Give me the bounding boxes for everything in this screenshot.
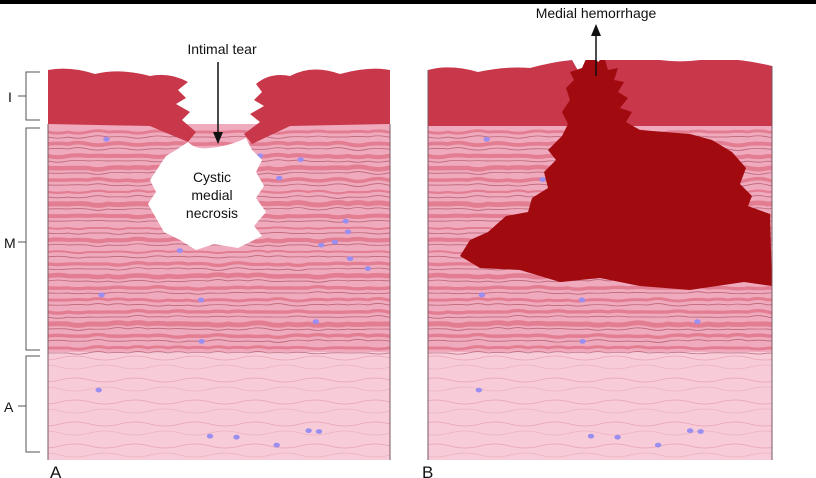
bracket-adventitia (25, 355, 40, 453)
medial-hemorrhage-area (460, 60, 772, 290)
cell-nucleus (233, 434, 240, 440)
cell-nucleus (273, 442, 280, 448)
cystic-necrosis-label-line2: medial (191, 187, 232, 203)
cell-nucleus (344, 229, 352, 235)
cell-nucleus (103, 136, 110, 142)
media-fiber (48, 291, 390, 295)
medial-hemorrhage-label: Medial hemorrhage (536, 5, 657, 21)
cell-nucleus (318, 242, 325, 248)
cystic-medial-necrosis-area (148, 138, 266, 250)
bracket-intima (25, 71, 40, 121)
media-fiber (48, 267, 390, 271)
media-fiber (48, 327, 390, 331)
panel-a (48, 68, 390, 460)
media-band (428, 285, 772, 291)
cell-nucleus (475, 387, 483, 393)
media-fiber (48, 315, 390, 319)
media-fiber (48, 279, 390, 283)
media-band (48, 261, 390, 268)
cell-nucleus (206, 433, 214, 439)
medial-hemorrhage-arrow (591, 24, 601, 76)
cell-nucleus (686, 428, 694, 434)
media-fiber (428, 327, 772, 331)
bracket-media (25, 127, 40, 351)
cell-nucleus (654, 442, 662, 448)
cell-nucleus (197, 297, 205, 303)
media-band (48, 297, 390, 303)
cell-nucleus (95, 387, 102, 393)
panel-letter-a: A (50, 463, 62, 478)
cell-nucleus (305, 428, 312, 434)
cell-nucleus (346, 256, 354, 262)
media-band (428, 297, 772, 303)
media-fiber (428, 315, 772, 319)
cell-nucleus (483, 136, 490, 142)
media-fiber (48, 303, 390, 307)
media-band (48, 249, 390, 255)
media-band (48, 140, 390, 148)
cell-nucleus (587, 433, 595, 439)
cell-nucleus (579, 339, 586, 344)
cell-nucleus (176, 248, 183, 254)
layer-label-media: M (4, 235, 16, 251)
media-fiber (428, 303, 772, 307)
cell-nucleus (198, 339, 205, 344)
panel-a-adventitia (48, 350, 390, 460)
cell-nucleus (312, 319, 319, 325)
media-fiber (428, 351, 772, 355)
cell-nucleus (364, 266, 372, 271)
media-band (48, 129, 390, 135)
cell-nucleus (614, 434, 621, 440)
cell-nucleus (331, 239, 339, 245)
panel-letter-b: B (422, 463, 433, 478)
cell-nucleus (98, 292, 105, 298)
cell-nucleus (694, 319, 701, 325)
panel-a-intima-left (48, 68, 196, 142)
cell-nucleus (315, 429, 323, 434)
panel-b (428, 60, 772, 460)
media-band (428, 308, 772, 315)
media-band (48, 285, 390, 291)
intimal-tear-arrow (213, 62, 223, 144)
media-fiber (428, 339, 772, 343)
cell-nucleus (478, 292, 486, 298)
media-band (428, 332, 772, 340)
media-band (48, 345, 390, 351)
media-fiber (48, 135, 390, 139)
cell-nucleus (297, 157, 304, 163)
media-band (48, 320, 390, 328)
cell-nucleus (697, 429, 704, 434)
media-band (428, 345, 772, 351)
cell-nucleus (578, 297, 586, 303)
panel-b-adventitia (428, 350, 772, 460)
cell-nucleus (342, 218, 349, 224)
cell-nucleus (276, 175, 283, 181)
media-band (48, 272, 390, 280)
top-border (0, 0, 816, 4)
layer-label-intima: I (8, 89, 12, 105)
layer-brackets (18, 71, 40, 453)
media-fiber (428, 291, 772, 295)
layer-label-adventitia: A (4, 399, 14, 415)
cystic-necrosis-label-line3: necrosis (186, 205, 238, 221)
cystic-necrosis-label-line1: Cystic (193, 169, 231, 185)
media-fiber (48, 351, 390, 355)
cell-nucleus (539, 177, 546, 182)
media-band (428, 320, 772, 328)
intimal-tear-label: Intimal tear (187, 41, 257, 57)
media-fiber (48, 339, 390, 343)
panel-a-nuclei (95, 136, 372, 448)
panel-a-intima-right (244, 68, 390, 144)
media-band (48, 308, 390, 315)
media-band (48, 332, 390, 340)
